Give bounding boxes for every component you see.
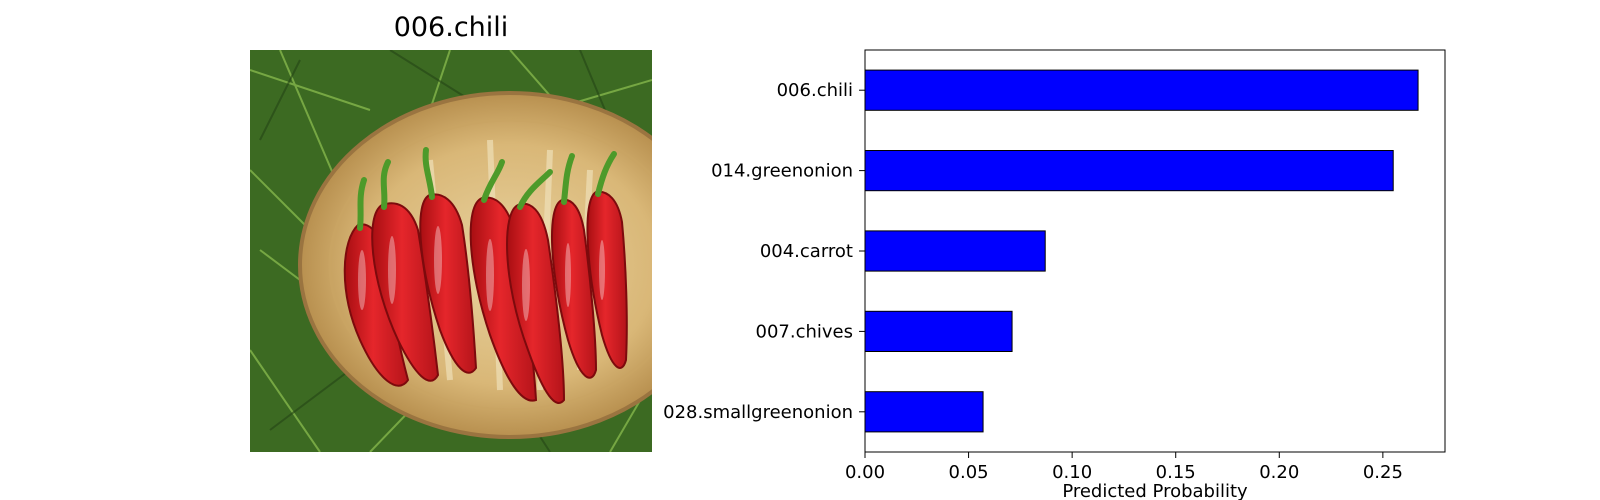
bar-028.smallgreenonion: [864, 391, 984, 433]
input-photo: [250, 50, 652, 452]
y-tick-label: 014.greenonion: [711, 161, 853, 182]
bars-group: [864, 69, 1419, 433]
chili-photo-icon: [250, 50, 652, 452]
bar-006.chili: [864, 69, 1419, 111]
y-axis: 006.chili 014.greenonion 004.carrot 007.chi…: [663, 80, 865, 423]
x-axis-label: Predicted Probability: [1062, 481, 1248, 500]
y-tick-label: 007.chives: [756, 321, 854, 342]
x-tick-label: 0.10: [1052, 462, 1092, 483]
y-tick-label: 004.carrot: [760, 241, 853, 262]
x-tick-label: 0.05: [949, 462, 989, 483]
x-tick-label: 0.15: [1156, 462, 1196, 483]
image-title: 006.chili: [393, 12, 509, 43]
x-tick-label: 0.00: [845, 462, 885, 483]
x-tick-label: 0.20: [1259, 462, 1299, 483]
y-tick-label: 006.chili: [777, 80, 853, 101]
x-axis: 0.00 0.05 0.10 0.15 0.20 0.25: [845, 452, 1403, 483]
y-tick-label: 028.smallgreenonion: [663, 402, 853, 423]
bar-014.greenonion: [864, 150, 1394, 192]
x-tick-label: 0.25: [1363, 462, 1403, 483]
bar-004.carrot: [864, 230, 1046, 272]
bar-007.chives: [864, 310, 1013, 352]
